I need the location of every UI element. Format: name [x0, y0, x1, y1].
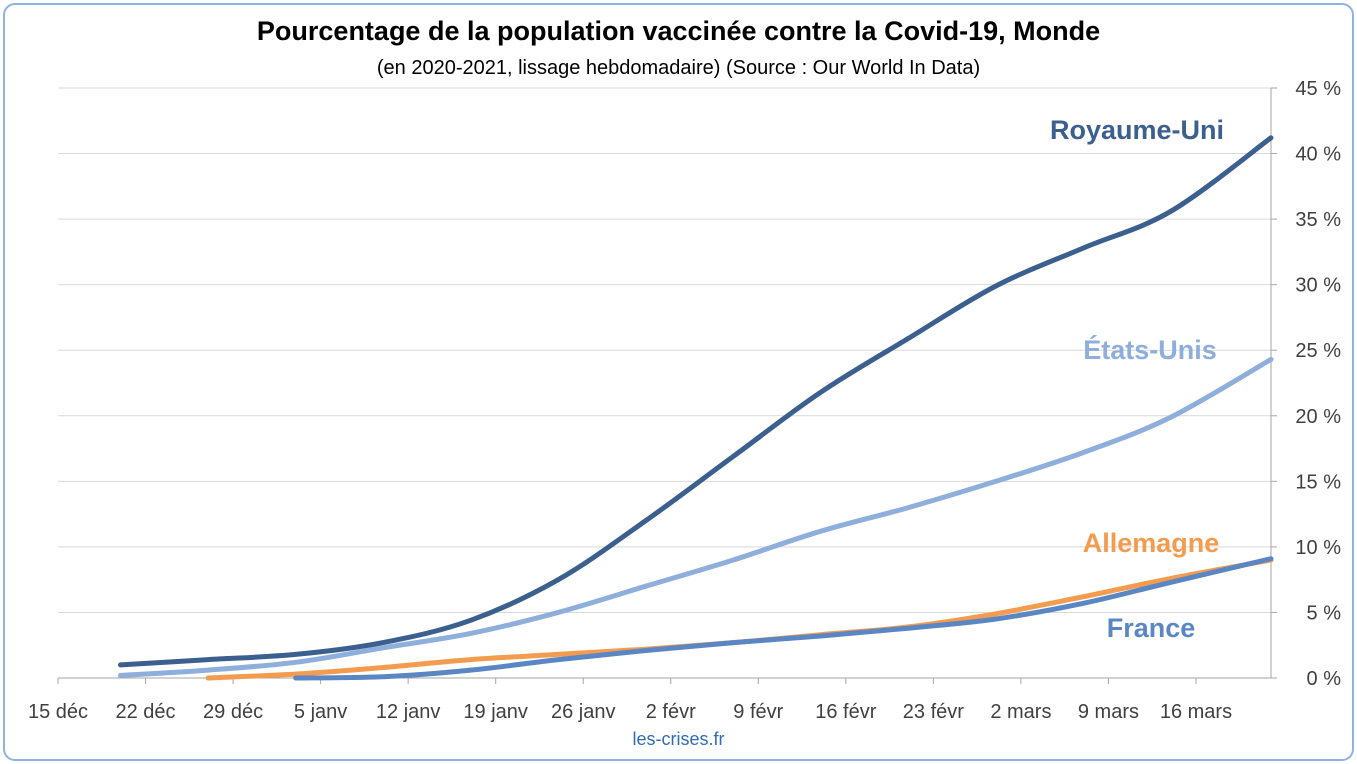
y-tick-label: 45 %: [1295, 78, 1341, 100]
series-label-royaume-uni: Royaume-Uni: [1050, 115, 1224, 145]
x-tick-label: 22 déc: [116, 701, 176, 723]
x-tick-label: 12 janv: [376, 701, 441, 723]
grid-lines: [58, 87, 1271, 613]
y-tick-label: 15 %: [1295, 471, 1341, 493]
y-tick-label: 30 %: [1295, 275, 1341, 297]
chart-frame: [3, 3, 1354, 761]
x-tick-label: 2 mars: [990, 701, 1051, 723]
y-tick-label: 25 %: [1295, 340, 1341, 362]
chart-title: Pourcentage de la population vaccinée co…: [256, 16, 1101, 46]
series-line-etats-unis: [118, 356, 1274, 678]
x-tick-label: 5 janv: [294, 701, 347, 723]
x-tick-label: 29 déc: [203, 701, 263, 723]
x-tick-label: 15 déc: [28, 701, 88, 723]
x-tick-label: 2 févr: [646, 701, 696, 723]
y-tick-label: 0 %: [1307, 668, 1342, 690]
x-axis-tick-labels: 15 déc 22 déc 29 déc 5 janv 12 janv 19 janv 26…: [28, 701, 1232, 723]
series-line-royaume-uni: [118, 135, 1274, 668]
y-tick-label: 10 %: [1295, 537, 1341, 559]
series-label-france: France: [1107, 613, 1196, 643]
x-tick-label: 9 mars: [1078, 701, 1139, 723]
x-tick-label: 19 janv: [463, 701, 528, 723]
chart-subtitle: (en 2020-2021, lissage hebdomadaire) (So…: [376, 57, 981, 79]
y-tick-label: 5 %: [1307, 602, 1342, 624]
x-tick-label: 16 mars: [1160, 701, 1232, 723]
x-tick-label: 9 févr: [733, 701, 783, 723]
y-tick-label: 20 %: [1295, 406, 1341, 428]
y-axis-tick-labels: 0 % 5 % 10 % 15 % 20 % 25 % 30 % 35 % 40 % 45 %: [1295, 78, 1341, 690]
series-lines: [118, 135, 1274, 681]
series-label-etats-unis: États-Unis: [1083, 334, 1217, 365]
series-labels: Royaume-Uni États-Unis Allemagne France: [1050, 115, 1224, 643]
y-tick-label: 40 %: [1295, 144, 1341, 166]
credit-text: les-crises.fr: [632, 729, 725, 749]
x-tick-label: 23 févr: [903, 701, 964, 723]
x-tick-label: 16 févr: [815, 701, 876, 723]
series-line-france: [293, 556, 1274, 681]
x-tick-label: 26 janv: [551, 701, 616, 723]
y-tick-label: 35 %: [1295, 209, 1341, 231]
series-label-allemagne: Allemagne: [1083, 528, 1220, 558]
